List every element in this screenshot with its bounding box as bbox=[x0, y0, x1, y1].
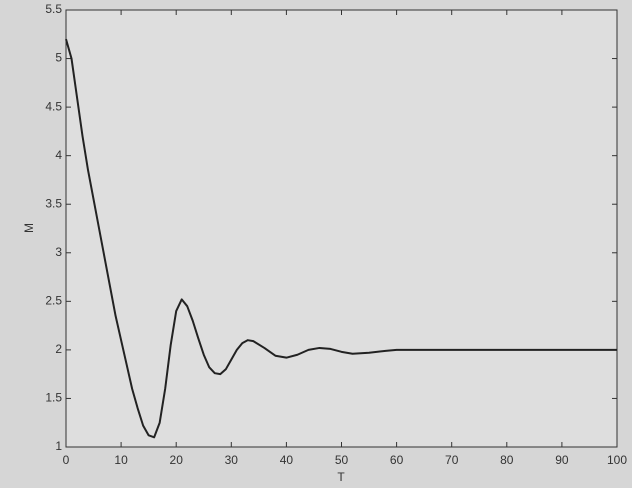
y-tick-label: 2.5 bbox=[45, 294, 62, 308]
x-tick-label: 30 bbox=[225, 453, 239, 467]
x-tick-label: 70 bbox=[445, 453, 459, 467]
y-tick-label: 3.5 bbox=[45, 196, 62, 210]
y-tick-label: 2 bbox=[55, 342, 62, 356]
x-tick-label: 20 bbox=[170, 453, 184, 467]
y-axis-label: M bbox=[22, 223, 36, 233]
y-tick-label: 5.5 bbox=[45, 2, 62, 16]
x-axis-label: T bbox=[337, 470, 345, 484]
y-tick-label: 3 bbox=[55, 245, 62, 259]
x-tick-label: 80 bbox=[500, 453, 514, 467]
plot-area bbox=[65, 9, 618, 448]
line-series bbox=[65, 38, 617, 439]
x-tick-label: 60 bbox=[390, 453, 404, 467]
y-tick-label: 1 bbox=[55, 439, 62, 453]
y-tick-label: 4.5 bbox=[45, 99, 62, 113]
x-tick-label: 90 bbox=[555, 453, 569, 467]
y-tick-label: 4 bbox=[55, 148, 62, 162]
x-tick-label: 100 bbox=[607, 453, 627, 467]
x-tick-label: 0 bbox=[63, 453, 70, 467]
x-tick-label: 10 bbox=[114, 453, 128, 467]
x-tick-label: 40 bbox=[280, 453, 294, 467]
y-tick-label: 5 bbox=[55, 51, 62, 65]
x-tick-label: 50 bbox=[335, 453, 349, 467]
y-tick-label: 1.5 bbox=[45, 391, 62, 405]
